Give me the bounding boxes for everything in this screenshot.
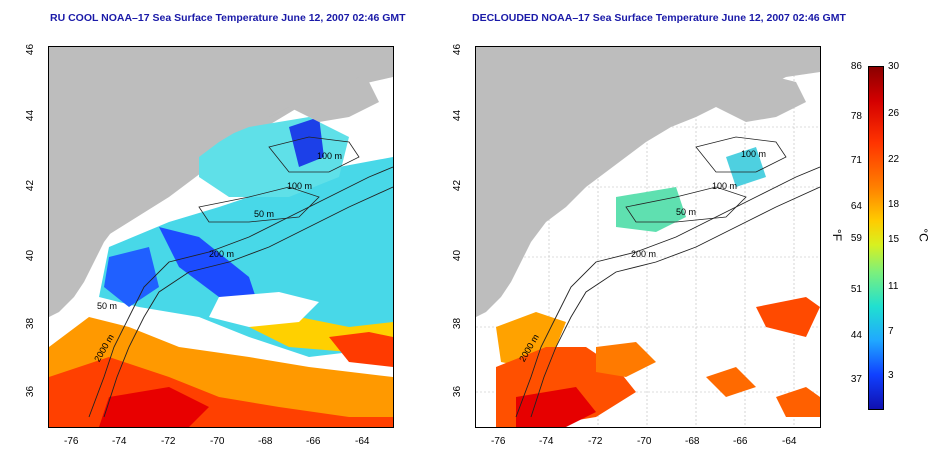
colorbar-f-64: 64 bbox=[850, 201, 862, 212]
right-x-tick-70: -70 bbox=[637, 436, 652, 447]
right-x-tick-76: -76 bbox=[491, 436, 506, 447]
right-y-tick-44: 44 bbox=[452, 109, 464, 122]
colorbar-f-44: 44 bbox=[850, 330, 862, 341]
left-x-tick-72: -72 bbox=[161, 436, 176, 447]
right-contour-label-50m: 50 m bbox=[676, 207, 697, 217]
colorbar-f-78: 78 bbox=[850, 111, 862, 122]
right-contour-label-200m: 200 m bbox=[631, 249, 657, 259]
left-y-tick-38: 38 bbox=[25, 317, 37, 330]
colorbar-c-3: 3 bbox=[888, 370, 894, 381]
left-contour-label-200m: 200 m bbox=[209, 249, 235, 259]
left-x-tick-68: -68 bbox=[258, 436, 273, 447]
colorbar-unit-celsius: °C bbox=[916, 228, 931, 242]
right-x-tick-66: -66 bbox=[733, 436, 748, 447]
left-map-graphic bbox=[49, 47, 393, 427]
left-x-tick-76: -76 bbox=[64, 436, 79, 447]
left-map-title: RU COOL NOAA–17 Sea Surface Temperature … bbox=[50, 12, 406, 24]
left-contour-label-50m-a: 50 m bbox=[254, 209, 275, 219]
right-map-graphic bbox=[476, 47, 820, 427]
right-x-tick-74: -74 bbox=[539, 436, 554, 447]
right-sst-map: 100 m 100 m 200 m 50 m 2000 m bbox=[475, 46, 821, 428]
colorbar-f-51: 51 bbox=[850, 284, 862, 295]
right-y-tick-42: 42 bbox=[452, 179, 464, 192]
colorbar-c-26: 26 bbox=[888, 108, 900, 119]
left-y-tick-40: 40 bbox=[25, 249, 37, 262]
left-contour-label-100m-b: 100 m bbox=[287, 181, 313, 191]
right-y-tick-36: 36 bbox=[452, 385, 464, 398]
right-y-tick-46: 46 bbox=[452, 43, 464, 56]
left-contour-label-50m-b: 50 m bbox=[97, 301, 118, 311]
left-x-tick-66: -66 bbox=[306, 436, 321, 447]
left-contour-label-100m-a: 100 m bbox=[317, 151, 343, 161]
colorbar-c-18: 18 bbox=[888, 199, 900, 210]
right-x-tick-72: -72 bbox=[588, 436, 603, 447]
left-x-tick-70: -70 bbox=[210, 436, 225, 447]
colorbar-f-86: 86 bbox=[850, 61, 862, 72]
left-y-tick-46: 46 bbox=[25, 43, 37, 56]
right-y-tick-38: 38 bbox=[452, 317, 464, 330]
colorbar-c-11: 11 bbox=[888, 281, 899, 292]
colorbar-c-15: 15 bbox=[888, 234, 900, 245]
right-contour-label-100m-a: 100 m bbox=[741, 149, 767, 159]
right-y-tick-40: 40 bbox=[452, 249, 464, 262]
colorbar-f-71: 71 bbox=[850, 155, 862, 166]
colorbar-c-22: 22 bbox=[888, 154, 900, 165]
right-contour-label-100m-b: 100 m bbox=[712, 181, 738, 191]
left-x-tick-64: -64 bbox=[355, 436, 370, 447]
left-sst-map: 100 m 100 m 200 m 50 m 50 m 2000 m bbox=[48, 46, 394, 428]
left-x-tick-74: -74 bbox=[112, 436, 127, 447]
left-y-tick-36: 36 bbox=[25, 385, 37, 398]
left-y-tick-44: 44 bbox=[25, 109, 37, 122]
colorbar-c-7: 7 bbox=[888, 326, 894, 337]
right-x-tick-64: -64 bbox=[782, 436, 797, 447]
colorbar-f-37: 37 bbox=[850, 374, 862, 385]
left-y-tick-42: 42 bbox=[25, 179, 37, 192]
right-map-title: DECLOUDED NOAA–17 Sea Surface Temperatur… bbox=[472, 12, 846, 24]
temperature-colorbar bbox=[868, 66, 884, 410]
colorbar-c-30: 30 bbox=[888, 61, 900, 72]
colorbar-unit-fahrenheit: °F bbox=[830, 228, 845, 242]
colorbar-f-59: 59 bbox=[850, 233, 862, 244]
right-x-tick-68: -68 bbox=[685, 436, 700, 447]
